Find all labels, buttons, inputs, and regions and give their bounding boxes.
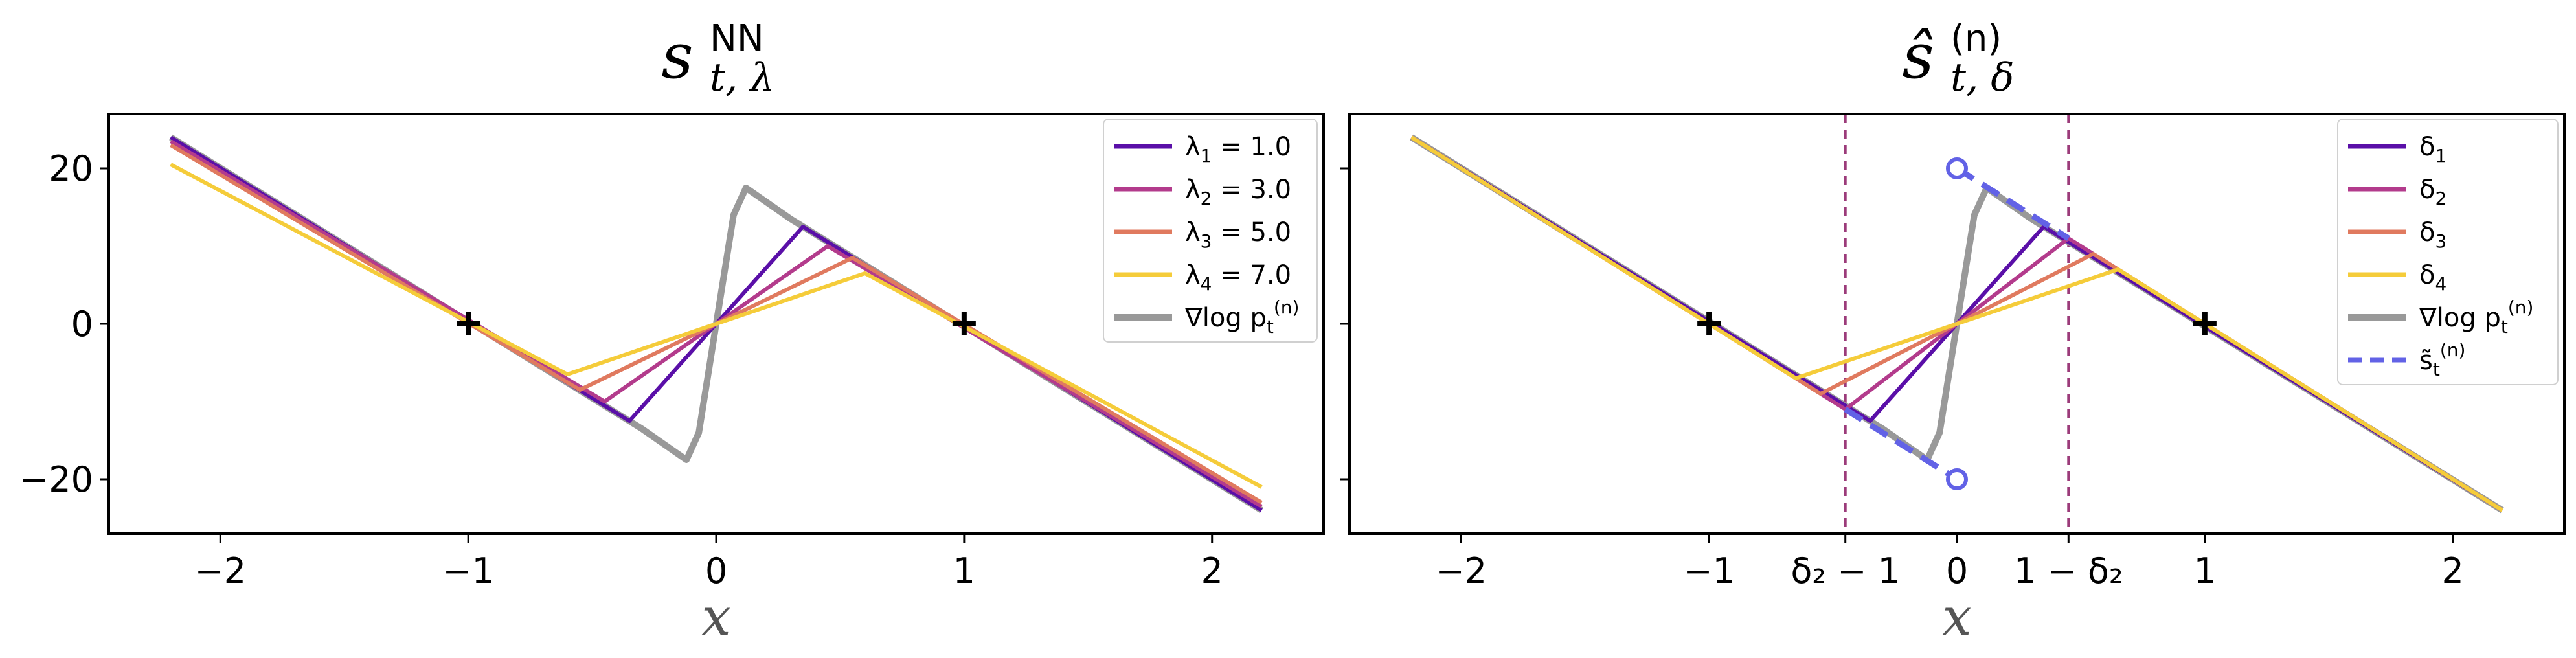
open-endpoint-marker-1 (1946, 468, 1968, 490)
legend-label-1: λ1 = 1.0 (1185, 132, 1291, 166)
legend-box (1103, 119, 1318, 343)
legend-label-5: ∇log pt(n) (1184, 297, 1299, 337)
x-tick-label-7: 2 (2442, 550, 2464, 591)
chart-title-superscript: NN (710, 17, 764, 60)
chart-panel-1: s NNt, λ −2 −1 0 1 2 20 0 −20 x λ1 = 1.0 λ2 = 3.0 λ3 … (19, 17, 1325, 647)
root-marker-1 (457, 312, 480, 335)
x-tick-label-2: −1 (1683, 550, 1735, 591)
x-tick-label-4: 0 (1946, 550, 1968, 591)
x-tick-label-3: 0 (705, 550, 727, 591)
y-tick-label-2: 0 (71, 304, 93, 345)
chart-title-superscript: (n) (1950, 17, 2002, 60)
x-tick-label-5: 1 − δ₂ (2014, 550, 2123, 591)
x-axis-label: x (701, 587, 730, 647)
x-tick-label-5: 2 (1201, 550, 1223, 591)
root-marker-1 (1697, 312, 1721, 335)
y-tick-label-1: 20 (49, 148, 93, 189)
legend-label-5: ∇log pt(n) (2419, 297, 2533, 337)
series-line-6-segment-2 (1955, 166, 2070, 241)
legend-label-4: λ4 = 7.0 (1185, 260, 1291, 295)
chart-title-subscript: t, δ (1950, 55, 2014, 100)
series-line-4 (170, 163, 1263, 489)
chart-panel-2: ŝ (n)t, δ −2 −1 δ₂ − 1 0 1 − δ₂ 1 2 x δ1 δ2 δ3 δ4∇log… (1340, 17, 2566, 647)
legend-label-1: δ1 (2419, 132, 2446, 166)
x-tick-label-6: 1 (2194, 550, 2216, 591)
root-marker-2 (2193, 312, 2217, 335)
root-marker-2 (952, 312, 976, 335)
legend: δ1 δ2 δ3 δ4∇log pt(n)s̃t(n) (2337, 119, 2559, 385)
x-tick-label-4: 1 (953, 550, 975, 591)
x-tick-label-1: −2 (1435, 550, 1487, 591)
legend-label-3: λ3 = 5.0 (1185, 218, 1291, 252)
x-axis-label: x (1942, 587, 1971, 647)
x-tick-label-2: −1 (442, 550, 494, 591)
legend-label-6: s̃t(n) (2419, 339, 2465, 380)
chart-title-subscript: t, λ (710, 55, 774, 100)
legend-label-2: λ2 = 3.0 (1185, 175, 1291, 209)
x-tick-label-3: δ₂ − 1 (1791, 550, 1900, 591)
series-group (169, 134, 1263, 514)
series-line-6-segment-1 (1844, 407, 1959, 482)
legend-label-3: δ3 (2419, 218, 2446, 252)
legend-label-4: δ4 (2419, 260, 2446, 295)
open-endpoint-marker-2 (1946, 157, 1968, 179)
legend-label-2: δ2 (2419, 175, 2446, 209)
series-group (1410, 134, 2504, 514)
series-line-4 (1410, 135, 2503, 512)
legend: λ1 = 1.0 λ2 = 3.0 λ3 = 5.0 λ4 = 7.0∇log pt(… (1103, 119, 1318, 343)
chart-title: s (661, 20, 693, 93)
chart-title: ŝ (1902, 20, 1934, 93)
x-tick-label-1: −2 (194, 550, 246, 591)
y-tick-label-3: −20 (19, 459, 93, 500)
